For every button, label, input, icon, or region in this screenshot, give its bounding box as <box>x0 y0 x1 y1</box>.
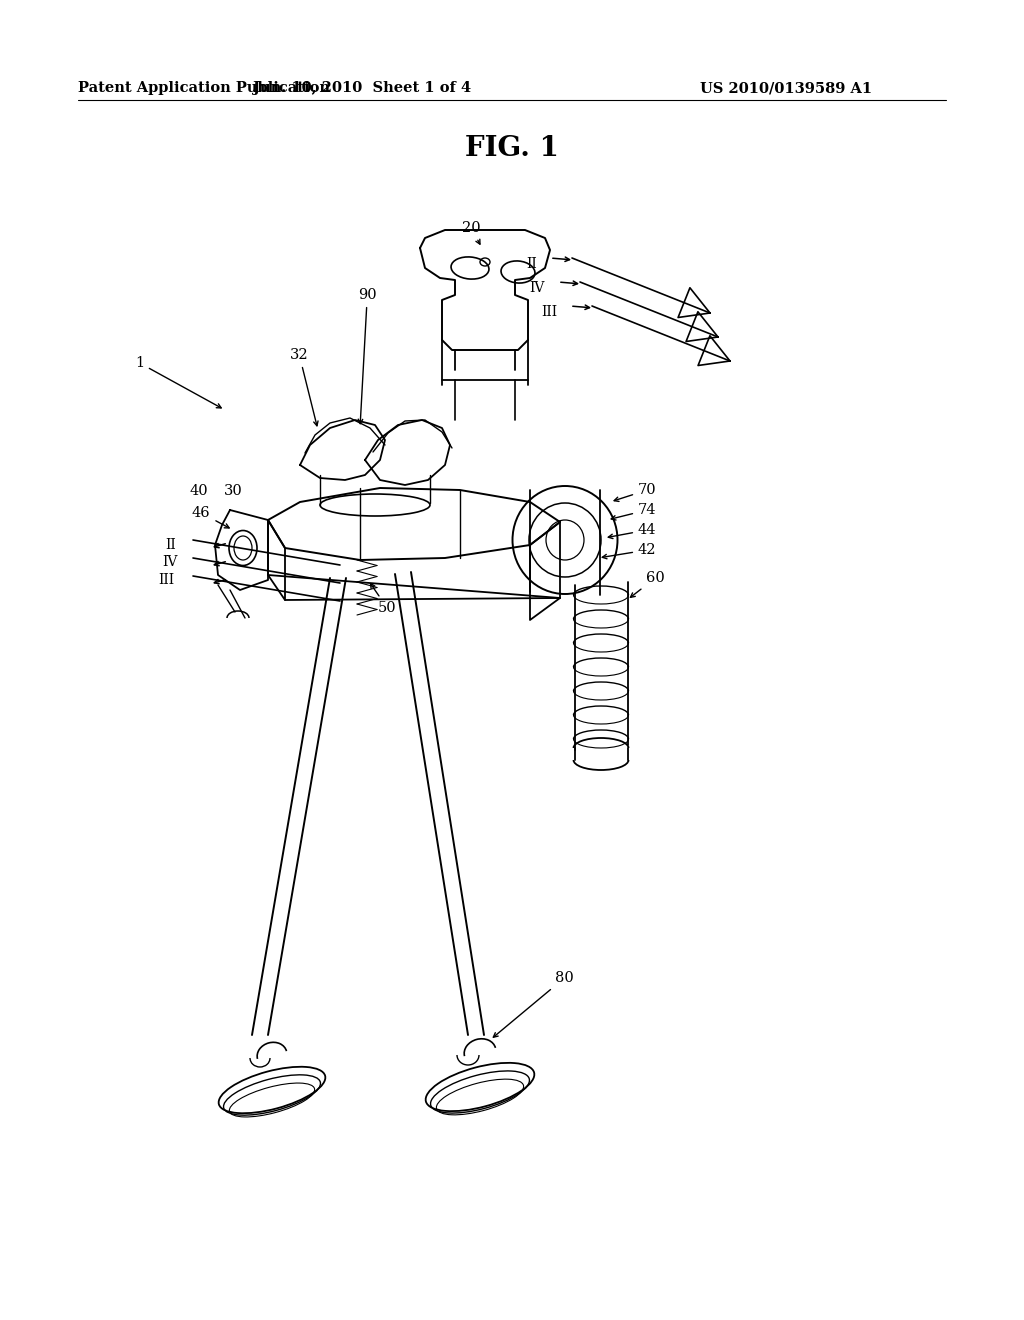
Text: 46: 46 <box>193 506 229 528</box>
Text: IV: IV <box>162 554 177 569</box>
Text: 30: 30 <box>224 484 243 498</box>
Text: 44: 44 <box>608 523 656 539</box>
Text: FIG. 1: FIG. 1 <box>465 135 559 161</box>
Text: 80: 80 <box>494 972 573 1038</box>
Text: II: II <box>526 257 537 271</box>
Text: IV: IV <box>529 281 545 294</box>
Text: 1: 1 <box>135 356 221 408</box>
Text: 42: 42 <box>602 543 656 558</box>
Text: US 2010/0139589 A1: US 2010/0139589 A1 <box>700 81 872 95</box>
Text: III: III <box>541 305 557 319</box>
Text: III: III <box>158 573 174 587</box>
Text: 60: 60 <box>631 572 665 598</box>
Text: II: II <box>165 539 176 552</box>
Text: Jun. 10, 2010  Sheet 1 of 4: Jun. 10, 2010 Sheet 1 of 4 <box>253 81 471 95</box>
Text: 32: 32 <box>290 348 318 426</box>
Text: 40: 40 <box>190 484 209 498</box>
Text: 20: 20 <box>462 220 480 244</box>
Text: Patent Application Publication: Patent Application Publication <box>78 81 330 95</box>
Text: 74: 74 <box>611 503 656 520</box>
Text: 90: 90 <box>358 288 377 424</box>
Text: 70: 70 <box>614 483 656 502</box>
Text: 50: 50 <box>371 583 396 615</box>
